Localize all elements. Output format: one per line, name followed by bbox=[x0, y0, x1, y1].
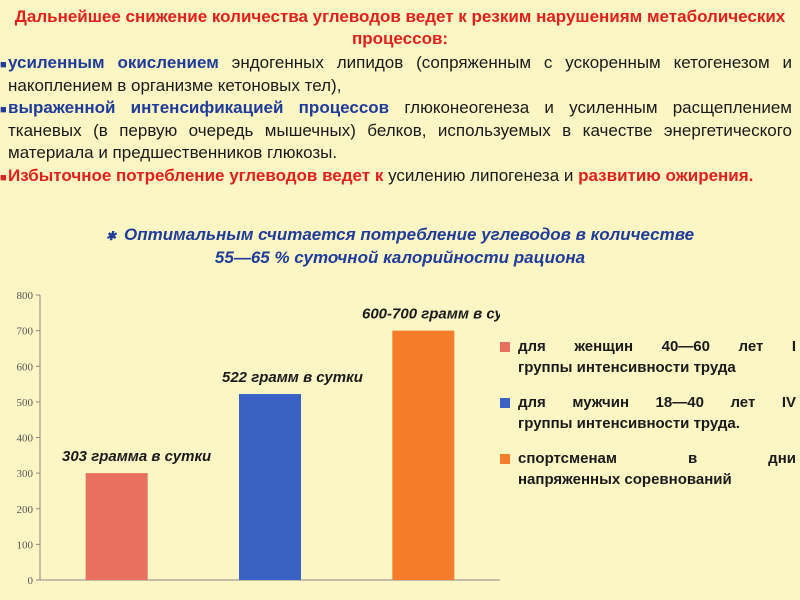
bullet-item-gluconeogenesis: ■ выраженной интенсификацией процессов г… bbox=[0, 97, 792, 165]
legend-swatch bbox=[500, 454, 510, 464]
legend-label-line-2: напряженных соревнований bbox=[518, 471, 732, 488]
y-tick-label: 800 bbox=[17, 290, 34, 302]
bar-data-label: 600-700 грамм в сутки bbox=[362, 306, 500, 323]
bar-data-label: 303 грамма в сутки bbox=[62, 448, 211, 465]
chart-legend: для женщин 40—60 лет I группы интенсивно… bbox=[500, 336, 796, 504]
legend-item-men: для мужчин 18—40 лет IV группы интенсивн… bbox=[500, 392, 796, 434]
legend-swatch bbox=[500, 342, 510, 352]
bullet-list: ■ усиленным окислением эндогенных липидо… bbox=[0, 52, 792, 187]
legend-item-women: для женщин 40—60 лет I группы интенсивно… bbox=[500, 336, 796, 378]
legend-item-athletes: спортсменам в дни напряженных соревнован… bbox=[500, 448, 796, 490]
legend-label-line-2: группы интенсивности труда bbox=[518, 359, 736, 376]
bullet-highlight: Избыточное потребление углеводов ведет к bbox=[8, 165, 384, 185]
conclusion-line-2: 55—65 % суточной калорийности рациона bbox=[214, 248, 586, 267]
bullet-highlight: выраженной интенсификацией процессов bbox=[8, 98, 390, 117]
y-tick-label: 400 bbox=[17, 433, 34, 445]
conclusion-line-1: Оптимальным считается потребление углево… bbox=[124, 225, 695, 244]
legend-label-line-1: для женщин 40—60 лет I bbox=[518, 338, 796, 355]
bar-3 bbox=[392, 330, 455, 580]
y-tick-label: 0 bbox=[28, 575, 34, 587]
bullet-text: глюконеогенеза и усиленным расщеплением … bbox=[8, 98, 792, 162]
conclusion-text: ✱ Оптимальным считается потребление углев… bbox=[0, 224, 800, 269]
bar-chart: 0 100 200 300 400 500 600 700 800 303 грамма в с… bbox=[17, 290, 500, 587]
legend-label-line-1: спортсменам в дни bbox=[518, 450, 796, 467]
star-bullet-icon: ✱ bbox=[105, 229, 117, 243]
y-tick-label: 300 bbox=[17, 468, 34, 480]
bullet-highlight: усиленным окислением bbox=[8, 53, 219, 72]
legend-swatch bbox=[500, 398, 510, 408]
y-tick-label: 200 bbox=[17, 504, 34, 516]
bullet-marker-icon: ■ bbox=[0, 59, 7, 71]
bullet-item-excess: ■ Избыточное потребление углеводов ведет… bbox=[0, 165, 792, 188]
legend-label-line-2: группы интенсивности труда. bbox=[518, 415, 740, 432]
bullet-item-oxidation: ■ усиленным окислением эндогенных липидо… bbox=[0, 52, 792, 97]
bullet-marker-icon: ■ bbox=[0, 104, 7, 116]
bar-data-label: 522 грамм в сутки bbox=[222, 369, 363, 386]
bullet-marker-icon: ■ bbox=[0, 171, 7, 184]
y-tick-label: 100 bbox=[17, 539, 34, 551]
y-tick-label: 700 bbox=[17, 326, 34, 338]
bar-1 bbox=[85, 473, 148, 580]
legend-label-line-1: для мужчин 18—40 лет IV bbox=[518, 394, 796, 411]
bullet-highlight-obesity: развитию ожирения. bbox=[578, 165, 754, 185]
y-tick-label: 500 bbox=[17, 397, 34, 409]
slide-title: Дальнейшее снижение количества углеводов… bbox=[14, 7, 786, 48]
bar-2 bbox=[239, 394, 301, 580]
bullet-text: эндогенных липидов (сопряженным с ускоре… bbox=[8, 53, 792, 95]
y-tick-label: 600 bbox=[17, 361, 34, 373]
bullet-text: усилению липогенеза и bbox=[383, 165, 579, 185]
